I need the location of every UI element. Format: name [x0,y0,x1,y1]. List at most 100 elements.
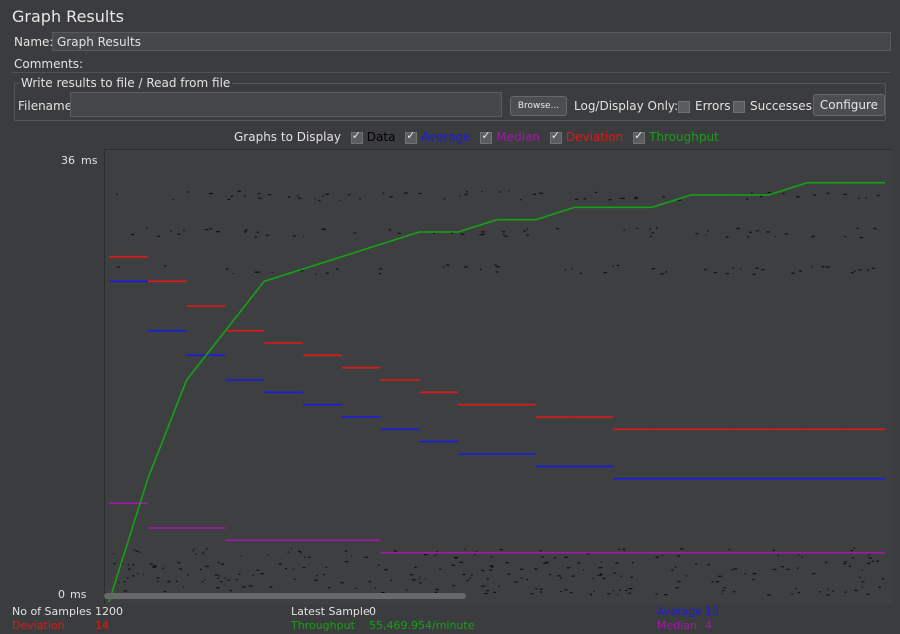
graph-deviation-checkbox[interactable] [549,129,562,144]
data-point [798,554,800,556]
data-point [677,580,681,583]
data-point [459,195,461,197]
data-point [241,586,246,588]
data-point [452,585,455,587]
data-point [303,556,306,559]
data-point [131,575,135,577]
name-row: Name: Graph Results [12,32,891,52]
data-point [269,586,273,588]
data-point [713,271,717,274]
data-point [756,230,759,232]
data-point [133,549,136,551]
comments-row[interactable]: Comments: [12,56,891,73]
data-point [718,575,722,577]
data-point [619,197,621,199]
data-point [619,589,621,591]
data-point [214,574,219,576]
browse-button[interactable]: Browse... [510,96,567,116]
graph-option-average[interactable]: Average [405,129,471,144]
series-segment [341,243,381,258]
data-point [526,578,529,581]
data-point [498,585,501,587]
data-point [680,548,684,550]
data-point [323,228,326,231]
data-point [504,235,508,237]
data-point [204,229,209,231]
data-point [523,230,526,232]
data-point [707,564,710,566]
data-point [603,272,607,274]
data-point [813,235,815,237]
data-point [608,199,612,201]
data-point [582,569,585,571]
data-point [541,556,544,558]
graph-option-data[interactable]: Data [350,129,395,144]
successes-option[interactable]: Successes [733,99,812,113]
data-point [218,575,221,577]
filename-input[interactable] [70,92,502,117]
data-point [469,577,472,579]
data-point [471,574,473,576]
data-point [780,566,785,568]
data-point [826,594,830,596]
data-point [797,567,799,569]
errors-label: Errors [695,99,731,113]
data-point [574,198,579,200]
data-point [344,550,348,552]
data-point [260,573,265,575]
data-point [291,547,292,550]
samples-value: 1200 [95,605,123,618]
graph-option-throughput[interactable]: Throughput [633,129,719,144]
data-point [856,227,859,229]
errors-checkbox[interactable] [678,100,690,113]
series-segment [302,255,343,270]
graph-median-checkbox[interactable] [480,129,493,144]
data-point [494,264,497,266]
graph-data-checkbox[interactable] [350,129,363,144]
graph-throughput-checkbox[interactable] [633,129,646,144]
data-point [325,272,329,274]
data-point [854,589,858,591]
data-point [443,266,445,268]
configure-button[interactable]: Configure [813,94,885,116]
data-point [733,568,738,570]
data-point [405,589,408,591]
errors-option[interactable]: Errors [678,99,731,113]
data-point [489,569,493,571]
data-point [293,578,296,580]
data-point [146,227,148,229]
data-point [766,231,770,233]
data-point [649,228,651,230]
horizontal-scrollbar[interactable] [104,593,466,599]
series-deviation [109,255,885,431]
graph-median-label: Median [496,130,541,144]
data-point [600,574,602,576]
data-point [240,555,243,557]
data-point [772,568,777,571]
data-point [298,550,301,553]
data-point [178,568,182,570]
graph-average-checkbox[interactable] [405,129,418,144]
successes-checkbox[interactable] [733,100,745,113]
data-point [499,191,502,193]
data-point [353,232,356,234]
data-point [600,573,603,575]
data-point [564,269,566,271]
data-point [535,588,538,590]
data-point [597,574,601,576]
data-point [695,563,698,565]
data-point [798,270,802,272]
data-point [351,555,353,557]
data-point [299,270,304,272]
name-field[interactable]: Graph Results [52,32,891,51]
data-point [466,580,469,582]
data-point [348,194,351,196]
data-point [810,236,814,238]
data-point [662,555,664,557]
data-point [858,197,860,199]
graph-option-median[interactable]: Median [480,129,541,144]
data-point [740,268,742,270]
graph-option-deviation[interactable]: Deviation [549,129,623,144]
data-point [843,563,846,565]
data-point [378,268,383,270]
